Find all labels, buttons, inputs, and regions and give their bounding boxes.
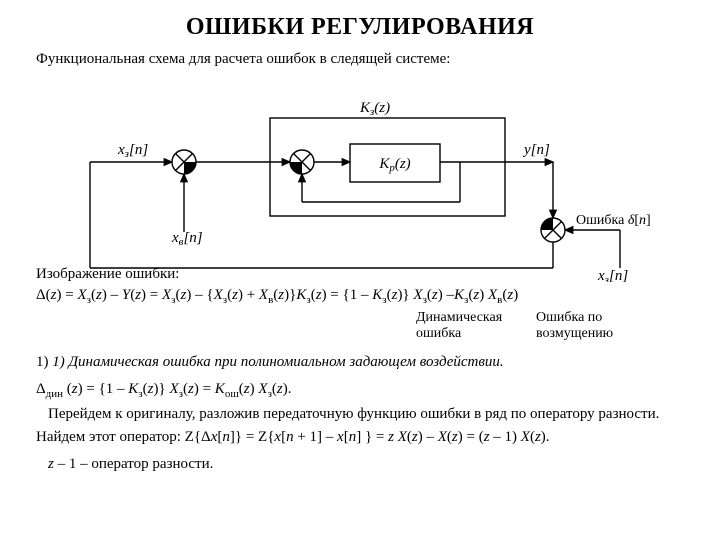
svg-text:Ошибка δ[n]: Ошибка δ[n] [576,213,651,228]
equation-dyn: Δдин (z) = {1 – Kз(z)} Xз(z) = Kош(z) Xз… [0,373,720,402]
subtitle: Функциональная схема для расчета ошибок … [0,41,720,72]
paragraph-1: Перейдем к оригиналу, разложив передаточ… [0,402,720,425]
svg-text:Кз(z): Кз(z) [359,100,390,118]
paragraph-3: z – 1 – оператор разности. [0,448,720,475]
paragraph-2: Найдем этот оператор: Z{Δx[n]} = Z{x[n +… [0,425,720,448]
svg-text:Кp(z): Кp(z) [378,156,410,174]
svg-text:xз[n]: xз[n] [597,268,628,282]
svg-text:y[n]: y[n] [522,142,550,158]
diagram-svg: xз[n] xв[n] Кз(z) Кp(z) y[n] Ошибка δ[n] xз[n] [0,72,720,282]
annot-disturbance: Ошибка повозмущению [536,310,656,342]
block-diagram: xз[n]xв[n]Кз(z)Кp(z)y[n]Ошибка δ[n]xз[n] [0,72,720,262]
annot-dynamic: Динамическаяошибка [416,310,536,342]
section-2: 1) 1) Динамическая ошибка при полиномиал… [0,342,720,373]
svg-text:xз[n]: xз[n] [117,142,148,160]
equation-delta: Δ(z) = Xз(z) – Y(z) = Xз(z) – {Xз(z) + X… [0,285,720,308]
page-title: ОШИБКИ РЕГУЛИРОВАНИЯ [0,0,720,41]
svg-text:xв[n]: xв[n] [171,230,203,248]
